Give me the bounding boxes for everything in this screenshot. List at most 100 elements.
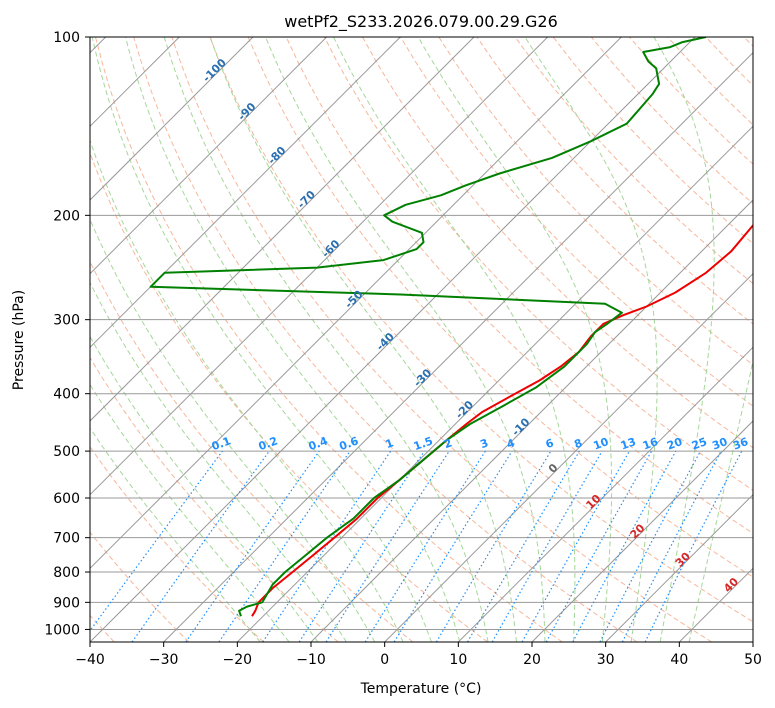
mixing-ratio-label: 0.4 — [307, 434, 330, 453]
moist-adiabat — [688, 358, 753, 642]
x-tick-label: −30 — [149, 652, 179, 668]
dry-adiabat — [323, 37, 753, 491]
dry-adiabat — [209, 37, 753, 623]
mixing-ratio-label: 25 — [690, 435, 709, 452]
moist-adiabat — [417, 37, 613, 642]
mixing-ratio-label: 30 — [710, 435, 729, 453]
mixing-ratio-line — [393, 450, 513, 642]
isotherm-label: -60 — [319, 237, 342, 260]
y-tick-label: 900 — [53, 595, 80, 611]
mixing-ratio-label: 0.6 — [338, 434, 361, 453]
dry-adiabat — [133, 37, 638, 642]
y-tick-label: 200 — [53, 208, 80, 224]
mixing-ratio-line — [621, 450, 722, 642]
moist-adiabat — [90, 427, 261, 642]
mixing-ratio-label: 3 — [478, 436, 490, 451]
mixing-ratio-label: 16 — [641, 435, 660, 453]
moist-adiabat — [90, 281, 347, 642]
mixing-ratio-line — [185, 450, 320, 642]
x-tick-label: 50 — [744, 652, 762, 668]
x-tick-label: 0 — [380, 652, 389, 668]
isotherm-line — [90, 37, 401, 349]
x-axis-label: Temperature (°C) — [360, 681, 482, 697]
y-tick-label: 500 — [53, 444, 80, 460]
isotherm-label: -40 — [374, 330, 397, 353]
dry-adiabat — [90, 445, 264, 642]
dewpoint-profile-line — [149, 37, 707, 617]
series-layer — [149, 37, 753, 617]
mixing-ratio-label: 0.2 — [257, 434, 280, 453]
dry-adiabat — [90, 151, 488, 642]
isotherm-line — [605, 493, 753, 642]
y-tick-label: 100 — [53, 30, 80, 46]
mixing-ratio-label: 36 — [731, 435, 750, 453]
isotherm-line — [90, 37, 254, 201]
mixing-ratio-line — [298, 450, 425, 642]
y-tick-label: 1000 — [44, 622, 80, 638]
isotherm-label: -100 — [200, 56, 229, 85]
tick-layer: −40 −30 −20 −10 0 10 20 30 40 5010020030040050060… — [44, 30, 762, 668]
moist-adiabat — [90, 335, 319, 642]
moist-adiabat — [91, 37, 432, 642]
x-tick-label: 10 — [449, 652, 467, 668]
x-tick-label: 30 — [597, 652, 615, 668]
mixing-ratio-line — [545, 450, 653, 642]
isotherm-label: -90 — [235, 100, 258, 123]
plot-frame — [89, 36, 754, 643]
chart-title: wetPf2_S233.2026.079.00.29.G26 — [284, 12, 558, 32]
moist-adiabat — [163, 37, 489, 642]
moist-adiabat — [265, 37, 546, 642]
isotherm-line — [90, 37, 622, 570]
isotherm-line — [90, 37, 328, 275]
isotherm-line — [384, 272, 753, 642]
x-tick-label: −20 — [223, 652, 253, 668]
dry-adiabat — [362, 37, 753, 449]
isotherm-label: 20 — [628, 521, 648, 541]
dry-adiabat — [90, 531, 190, 642]
isotherm-label: 40 — [721, 575, 741, 595]
mixing-ratio-label: 2 — [442, 436, 454, 451]
dry-adiabat — [285, 37, 753, 535]
isotherm-line — [163, 51, 753, 642]
mixing-ratio-label: 20 — [665, 435, 684, 453]
isotherm-label: -30 — [411, 366, 434, 389]
mixing-ratio-label: 1.5 — [412, 434, 435, 453]
isotherm-label: -10 — [509, 415, 532, 438]
mixing-ratio-line — [521, 450, 631, 642]
mixing-ratio-label: 1 — [384, 436, 396, 451]
y-axis-label: Pressure (hPa) — [11, 290, 27, 390]
dry-adiabat — [476, 37, 753, 325]
dry-adiabat — [247, 37, 753, 578]
mixing-ratio-line — [435, 450, 552, 642]
x-tick-label: −40 — [75, 652, 105, 668]
y-tick-label: 300 — [53, 313, 80, 329]
temperature-profile-line — [251, 223, 753, 617]
y-tick-label: 800 — [53, 565, 80, 581]
label-layer: 0.1 0.2 0.4 0.6 1 1.5 2 3 4 6 8 10 13 16 20 25 30 36-100-… — [200, 56, 750, 595]
moist-adiabat — [125, 37, 461, 642]
mixing-ratio-line — [218, 450, 351, 642]
isotherm-label: -70 — [295, 188, 318, 211]
dry-adiabat — [705, 37, 753, 87]
y-tick-label: 700 — [53, 531, 80, 547]
dry-adiabat — [400, 37, 753, 407]
mixing-ratio-line — [572, 450, 677, 642]
isotherm-line — [752, 641, 753, 642]
mixing-ratio-label: 8 — [572, 436, 584, 451]
moist-adiabat — [333, 37, 576, 642]
isotherm-line — [90, 37, 549, 496]
dry-adiabat — [90, 356, 339, 642]
moist-adiabat — [90, 383, 290, 642]
y-tick-label: 600 — [53, 491, 80, 507]
moist-adiabat — [653, 37, 715, 642]
moist-adiabat — [90, 138, 404, 642]
mixing-ratio-label: 13 — [619, 435, 638, 452]
isotherm-line — [90, 37, 696, 642]
isotherm-label: 10 — [583, 492, 603, 512]
dry-adiabat — [514, 37, 753, 285]
x-tick-label: −10 — [296, 652, 326, 668]
mixing-ratio-label: 0.1 — [210, 434, 233, 453]
mixing-ratio-line — [262, 450, 392, 642]
moist-adiabat — [209, 37, 517, 642]
